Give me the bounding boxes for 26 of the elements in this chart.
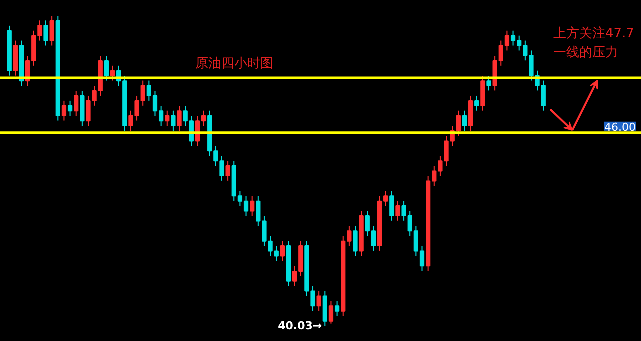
- candlestick: [390, 190, 394, 222]
- candlestick: [226, 160, 230, 182]
- candlestick: [44, 20, 48, 46]
- annotation: 40.03→: [278, 320, 322, 332]
- candlestick: [110, 65, 116, 82]
- candlestick: [353, 226, 358, 257]
- candlestick: [171, 110, 176, 132]
- candlestick: [474, 95, 480, 112]
- candlestick: [68, 100, 73, 117]
- candlestick: [165, 110, 170, 127]
- text: 上方关注47.7 一线的压力: [554, 26, 634, 60]
- candlestick: [62, 100, 67, 122]
- candlestick: [396, 200, 400, 222]
- candlestick: [74, 90, 79, 117]
- annotation: 原油四小时图: [196, 56, 274, 72]
- candlestick: [334, 300, 340, 317]
- candlestick: [50, 16, 54, 46]
- candlestick: [462, 110, 468, 132]
- candlestick: [316, 290, 322, 312]
- candlestick: [250, 196, 255, 217]
- candlestick: [486, 76, 492, 92]
- candlestick: [177, 106, 182, 132]
- candlestick: [104, 55, 110, 82]
- candlestick: [280, 240, 285, 262]
- text: 46.00: [604, 120, 636, 134]
- candlestick: [328, 300, 334, 324]
